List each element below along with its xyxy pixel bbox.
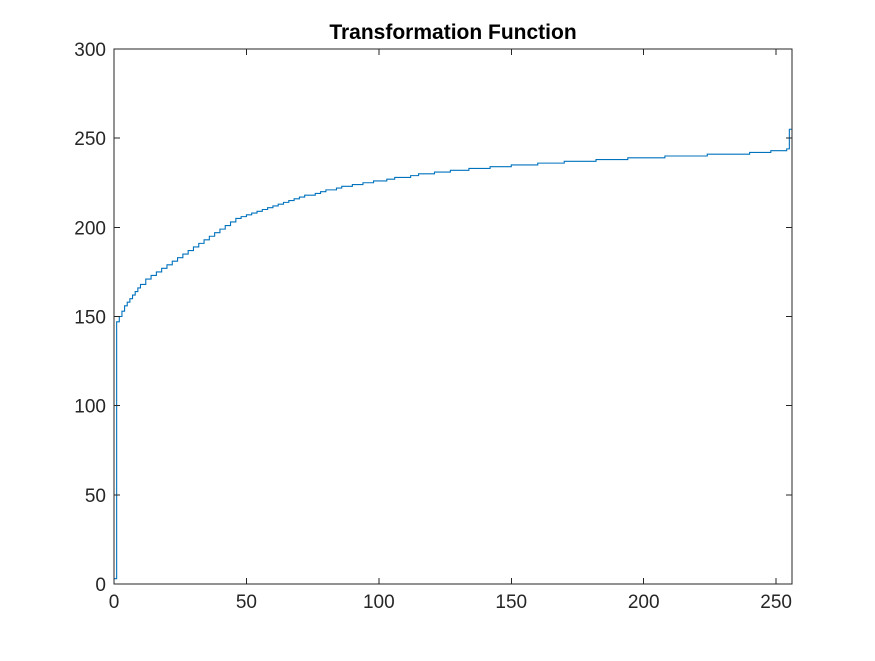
- series-line-0: [114, 128, 792, 580]
- plot-area-background: [114, 49, 792, 584]
- x-tick-label: 200: [628, 592, 660, 613]
- x-tick-label: 100: [363, 592, 395, 613]
- y-tick-label: 150: [74, 308, 106, 329]
- y-tick-label: 100: [74, 397, 106, 418]
- y-tick-label: 0: [95, 575, 106, 596]
- y-tick-label: 200: [74, 218, 106, 239]
- y-tick-label: 250: [74, 129, 106, 150]
- x-tick-label: 0: [109, 592, 120, 613]
- x-tick-label: 250: [760, 592, 792, 613]
- x-tick-label: 50: [236, 592, 257, 613]
- axes-layer: 0 50 100 150 200 250 0 50 100 150 200 250 300: [74, 40, 793, 613]
- y-tick-label: 300: [74, 40, 106, 61]
- y-tick-label: 50: [85, 486, 106, 507]
- x-tick-label: 150: [495, 592, 527, 613]
- series-layer: [114, 128, 792, 580]
- chart-title: Transformation Function: [329, 21, 576, 44]
